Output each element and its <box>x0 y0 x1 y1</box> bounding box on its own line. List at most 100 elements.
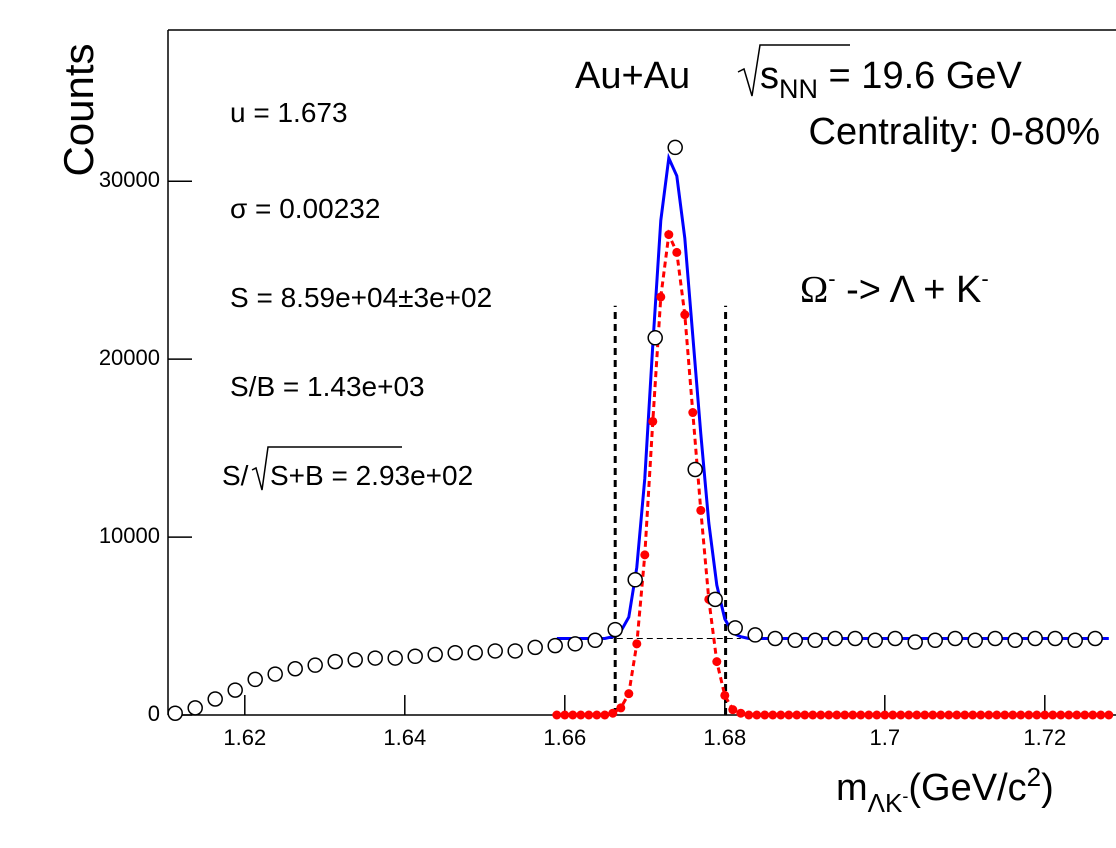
signal-point <box>664 230 674 240</box>
data-point <box>587 632 603 649</box>
data-point <box>207 691 223 707</box>
data-point <box>727 620 743 636</box>
data-point <box>227 682 243 698</box>
data-point <box>187 700 203 716</box>
signal-point <box>1064 710 1074 720</box>
data-point <box>967 632 983 649</box>
data-point <box>1047 630 1063 647</box>
signal-point <box>816 710 826 720</box>
signal-point <box>984 710 994 720</box>
signal-point <box>616 703 626 713</box>
data-point <box>687 461 703 478</box>
signal-point <box>576 710 586 720</box>
data-point <box>807 632 823 649</box>
data-point <box>327 653 343 670</box>
signal-point <box>976 710 986 720</box>
data-point <box>767 630 783 647</box>
signal-point <box>808 710 818 720</box>
data-point <box>607 621 623 638</box>
significance-radicand: S+B <box>270 460 324 491</box>
data-point <box>507 643 523 659</box>
data-point <box>267 666 283 682</box>
data-point <box>247 671 263 688</box>
data-point <box>487 643 503 659</box>
data-point <box>1007 632 1023 649</box>
data-point <box>987 630 1003 647</box>
data-point <box>167 705 183 721</box>
signal-point <box>680 310 690 320</box>
signal-point <box>824 710 834 720</box>
data-point <box>1027 630 1043 647</box>
x-axis-label: mΛK-(GeV/c2) <box>836 762 1054 818</box>
stat-s-over-b: S/B = 1.43e+03 <box>230 371 425 402</box>
data-point <box>667 139 683 156</box>
data-point <box>467 644 483 661</box>
data-point <box>847 630 863 647</box>
significance-prefix: S/ <box>222 460 249 491</box>
signal-point <box>712 657 722 667</box>
y-tick-label: 10000 <box>99 523 160 548</box>
signal-point <box>936 710 946 720</box>
x-tick-label: 1.72 <box>1023 725 1066 750</box>
signal-point <box>552 710 562 720</box>
signal-point <box>1096 710 1106 720</box>
centrality: Centrality: 0-80% <box>809 111 1100 153</box>
significance-suffix: = 2.93e+02 <box>324 460 473 491</box>
signal-point <box>1088 710 1098 720</box>
x-label-sub-charge: - <box>902 786 908 806</box>
x-label-close: ) <box>1041 767 1054 809</box>
signal-point <box>888 710 898 720</box>
decay-omega: Ω <box>800 269 828 311</box>
fit-curve <box>556 152 1109 640</box>
signal-point <box>952 710 962 720</box>
x-tick-label: 1.7 <box>870 725 901 750</box>
signal-point <box>1056 710 1066 720</box>
signal-point <box>992 710 1002 720</box>
data-point <box>1067 632 1083 649</box>
signal-point <box>768 710 778 720</box>
data-point <box>387 650 403 666</box>
signal-point <box>560 710 570 720</box>
signal-point <box>1008 710 1018 720</box>
y-tick-label: 0 <box>148 701 160 726</box>
data-point <box>447 644 463 661</box>
signal-point <box>1040 710 1050 720</box>
signal-point <box>1032 710 1042 720</box>
energy-subscript: NN <box>779 74 818 104</box>
x-label-sub: ΛK <box>868 788 903 818</box>
stat-signal: S = 8.59e+04±3e+02 <box>230 282 492 313</box>
x-label-main: m <box>836 767 868 809</box>
stat-sigma: σ = 0.00232 <box>230 193 380 224</box>
data-point <box>647 330 663 346</box>
decay-channel: Ω- -> Λ + K- <box>800 266 989 311</box>
data-point <box>1087 630 1103 647</box>
signal-point <box>1000 710 1010 720</box>
data-point <box>867 632 883 649</box>
signal-point <box>1104 710 1114 720</box>
data-point <box>527 639 543 656</box>
data-point <box>827 630 843 647</box>
signal-point <box>640 550 650 560</box>
signal-point <box>1016 710 1026 720</box>
decay-kaon-charge: - <box>981 266 988 291</box>
signal-point <box>1048 710 1058 720</box>
signal-point <box>688 408 698 418</box>
signal-point <box>720 690 730 700</box>
x-label-unit-power: 2 <box>1027 762 1041 792</box>
signal-point <box>904 710 914 720</box>
signal-point <box>584 710 594 720</box>
signal-point <box>672 247 682 257</box>
radical-sign <box>737 44 850 97</box>
x-tick-label: 1.68 <box>703 725 746 750</box>
signal-point <box>608 708 618 718</box>
signal-point <box>600 710 610 720</box>
signal-point <box>736 708 746 718</box>
signal-point <box>784 710 794 720</box>
signal-point <box>848 710 858 720</box>
signal-point <box>696 505 706 515</box>
data-point <box>567 636 583 652</box>
signal-point <box>960 710 970 720</box>
data-point <box>707 591 723 608</box>
decay-products: -> Λ + K <box>836 269 982 311</box>
